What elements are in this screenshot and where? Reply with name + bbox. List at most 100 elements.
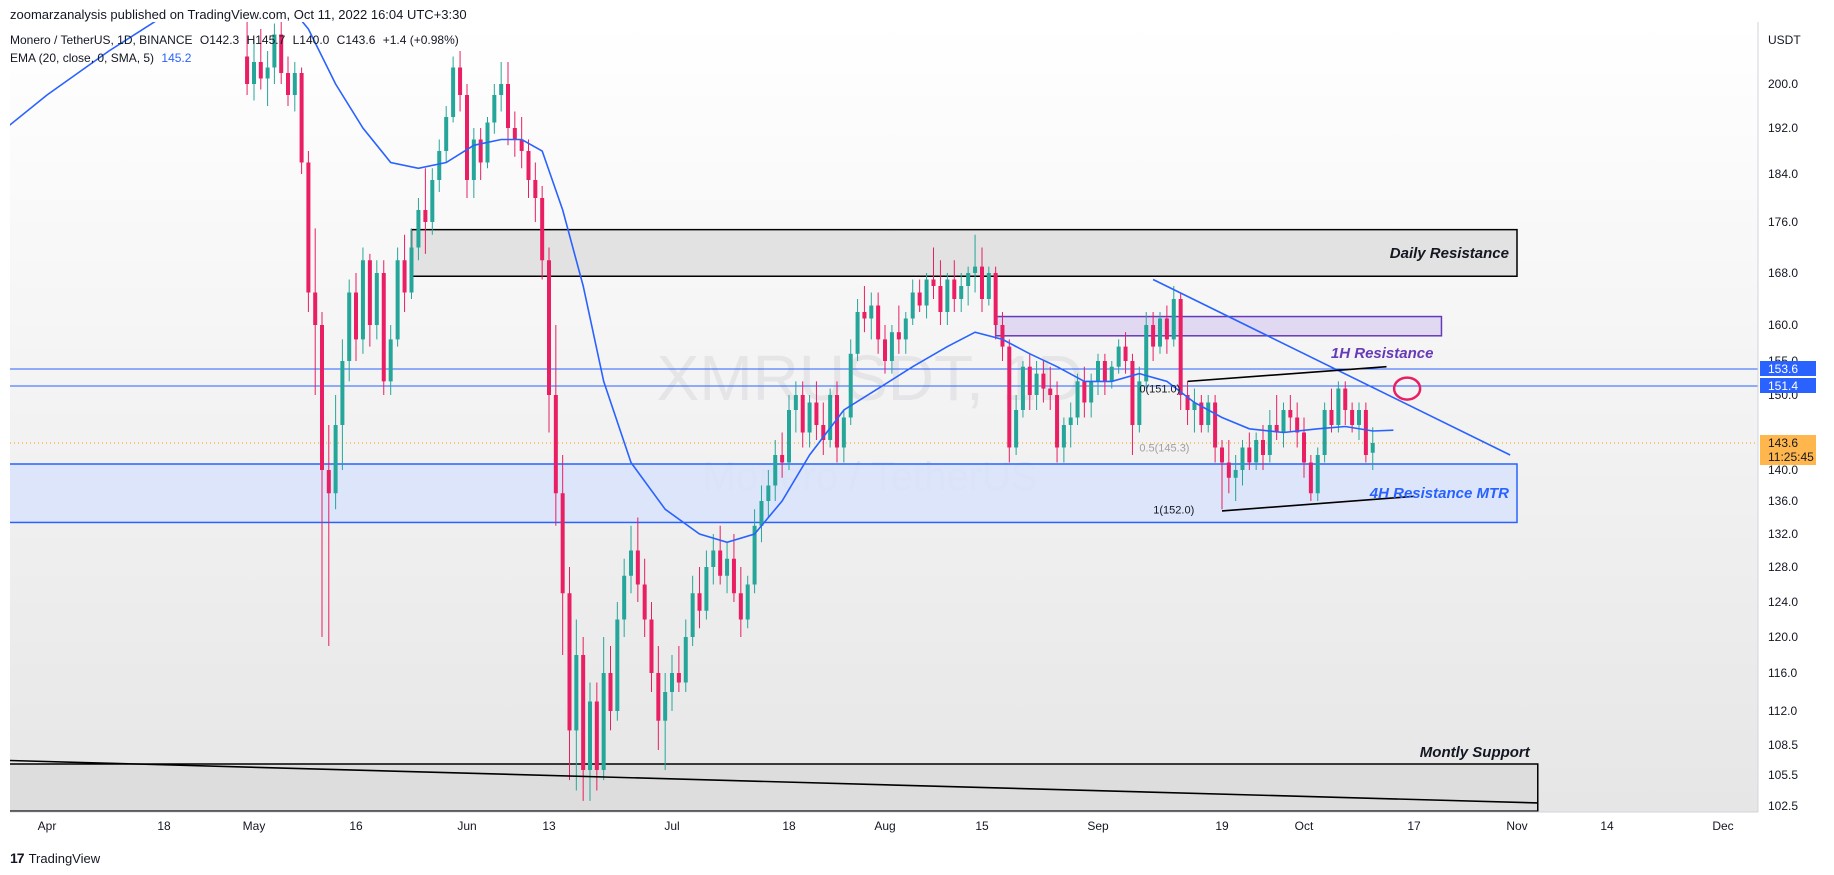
candle-body <box>1178 299 1183 395</box>
candle <box>862 286 867 333</box>
trend-line-1 <box>1152 278 1511 456</box>
candle <box>313 228 318 395</box>
trend-line-2 <box>1187 365 1387 383</box>
candle-body <box>1130 361 1135 425</box>
symbol-label[interactable]: Monero / TetherUS, 1D, BINANCE <box>10 33 193 47</box>
candle-body <box>1220 447 1224 463</box>
candle-body <box>512 128 517 140</box>
candle-body <box>265 67 270 79</box>
candle <box>395 247 400 347</box>
candle-body <box>862 312 867 319</box>
candle-body <box>980 266 984 299</box>
candle <box>807 395 812 448</box>
candle-body <box>1281 410 1286 433</box>
candle <box>683 619 688 692</box>
candle-body <box>917 292 922 306</box>
candle-body <box>423 210 428 222</box>
zone-1h-resistance <box>994 315 1443 337</box>
candle-body <box>697 593 702 611</box>
candle <box>465 84 469 198</box>
x-tick-label: Aug <box>874 819 895 833</box>
candle <box>601 637 606 781</box>
zone-daily-resistance <box>410 228 1518 277</box>
candle <box>766 470 771 518</box>
candle-body <box>326 470 331 494</box>
candle-body <box>814 402 819 425</box>
candle <box>265 51 270 106</box>
candle-body <box>492 95 497 123</box>
candle <box>581 637 586 801</box>
candle <box>903 312 908 354</box>
candle <box>690 575 695 646</box>
candle-body <box>1302 432 1306 463</box>
zone-montly-support <box>10 763 1539 812</box>
candle <box>663 673 668 770</box>
x-tick-label: Jul <box>664 819 679 833</box>
candle-body <box>499 84 504 95</box>
candle <box>574 619 579 791</box>
candle-body <box>1226 462 1231 478</box>
x-tick-label: 15 <box>975 819 989 833</box>
candle-body <box>519 139 524 151</box>
candle <box>910 279 915 325</box>
candle <box>354 273 358 361</box>
candle-body <box>800 395 805 433</box>
candle <box>340 339 345 470</box>
ema-label[interactable]: EMA (20, close, 0, SMA, 5) <box>10 51 155 65</box>
candle-body <box>663 692 668 721</box>
candle-body <box>540 198 545 261</box>
candle-body <box>656 673 661 721</box>
candle <box>1370 427 1375 470</box>
candle <box>676 646 681 692</box>
candle-body <box>1247 447 1252 463</box>
candle <box>258 29 263 90</box>
candle-body <box>986 273 991 299</box>
candle <box>333 395 338 510</box>
candle <box>594 682 599 791</box>
candle-body <box>649 619 654 673</box>
trend-line-3 <box>1221 495 1415 512</box>
candle <box>780 432 785 478</box>
candle <box>738 567 743 637</box>
highlight-circle <box>1392 376 1422 401</box>
tradingview-logo[interactable]: 17 TradingView <box>10 850 100 866</box>
candle <box>533 162 538 222</box>
candle <box>374 260 379 340</box>
candle <box>1020 361 1025 418</box>
candle-body <box>1233 470 1238 478</box>
candle-body <box>367 260 372 325</box>
x-tick-label: 14 <box>1600 819 1614 833</box>
y-tick-label: 136.0 <box>1768 494 1798 508</box>
candle <box>986 266 991 306</box>
candle <box>622 558 627 637</box>
candle <box>725 542 730 594</box>
candle <box>252 40 256 101</box>
candle <box>1061 417 1066 463</box>
candle <box>1075 373 1080 425</box>
candle <box>1055 381 1060 463</box>
candle-body <box>1206 402 1211 425</box>
candle-body <box>780 455 785 463</box>
candle <box>787 395 791 470</box>
candle-body <box>1109 366 1114 382</box>
x-tick-label: 18 <box>782 819 796 833</box>
candle-body <box>1034 373 1039 395</box>
x-tick-label: 17 <box>1407 819 1421 833</box>
y-tick-label: 168.0 <box>1768 266 1798 280</box>
candle-body <box>1096 361 1100 382</box>
candle <box>752 509 757 594</box>
candle <box>966 266 971 306</box>
candle-body <box>966 273 971 286</box>
candle <box>1226 440 1231 494</box>
candle-body <box>670 673 674 692</box>
candle-body <box>258 62 263 79</box>
candle <box>519 117 524 169</box>
candle-body <box>1061 425 1066 448</box>
x-tick-label: Dec <box>1712 819 1733 833</box>
candle-body <box>793 395 798 410</box>
candle-body <box>855 312 860 354</box>
candle <box>381 260 386 395</box>
candle-body <box>738 593 743 620</box>
